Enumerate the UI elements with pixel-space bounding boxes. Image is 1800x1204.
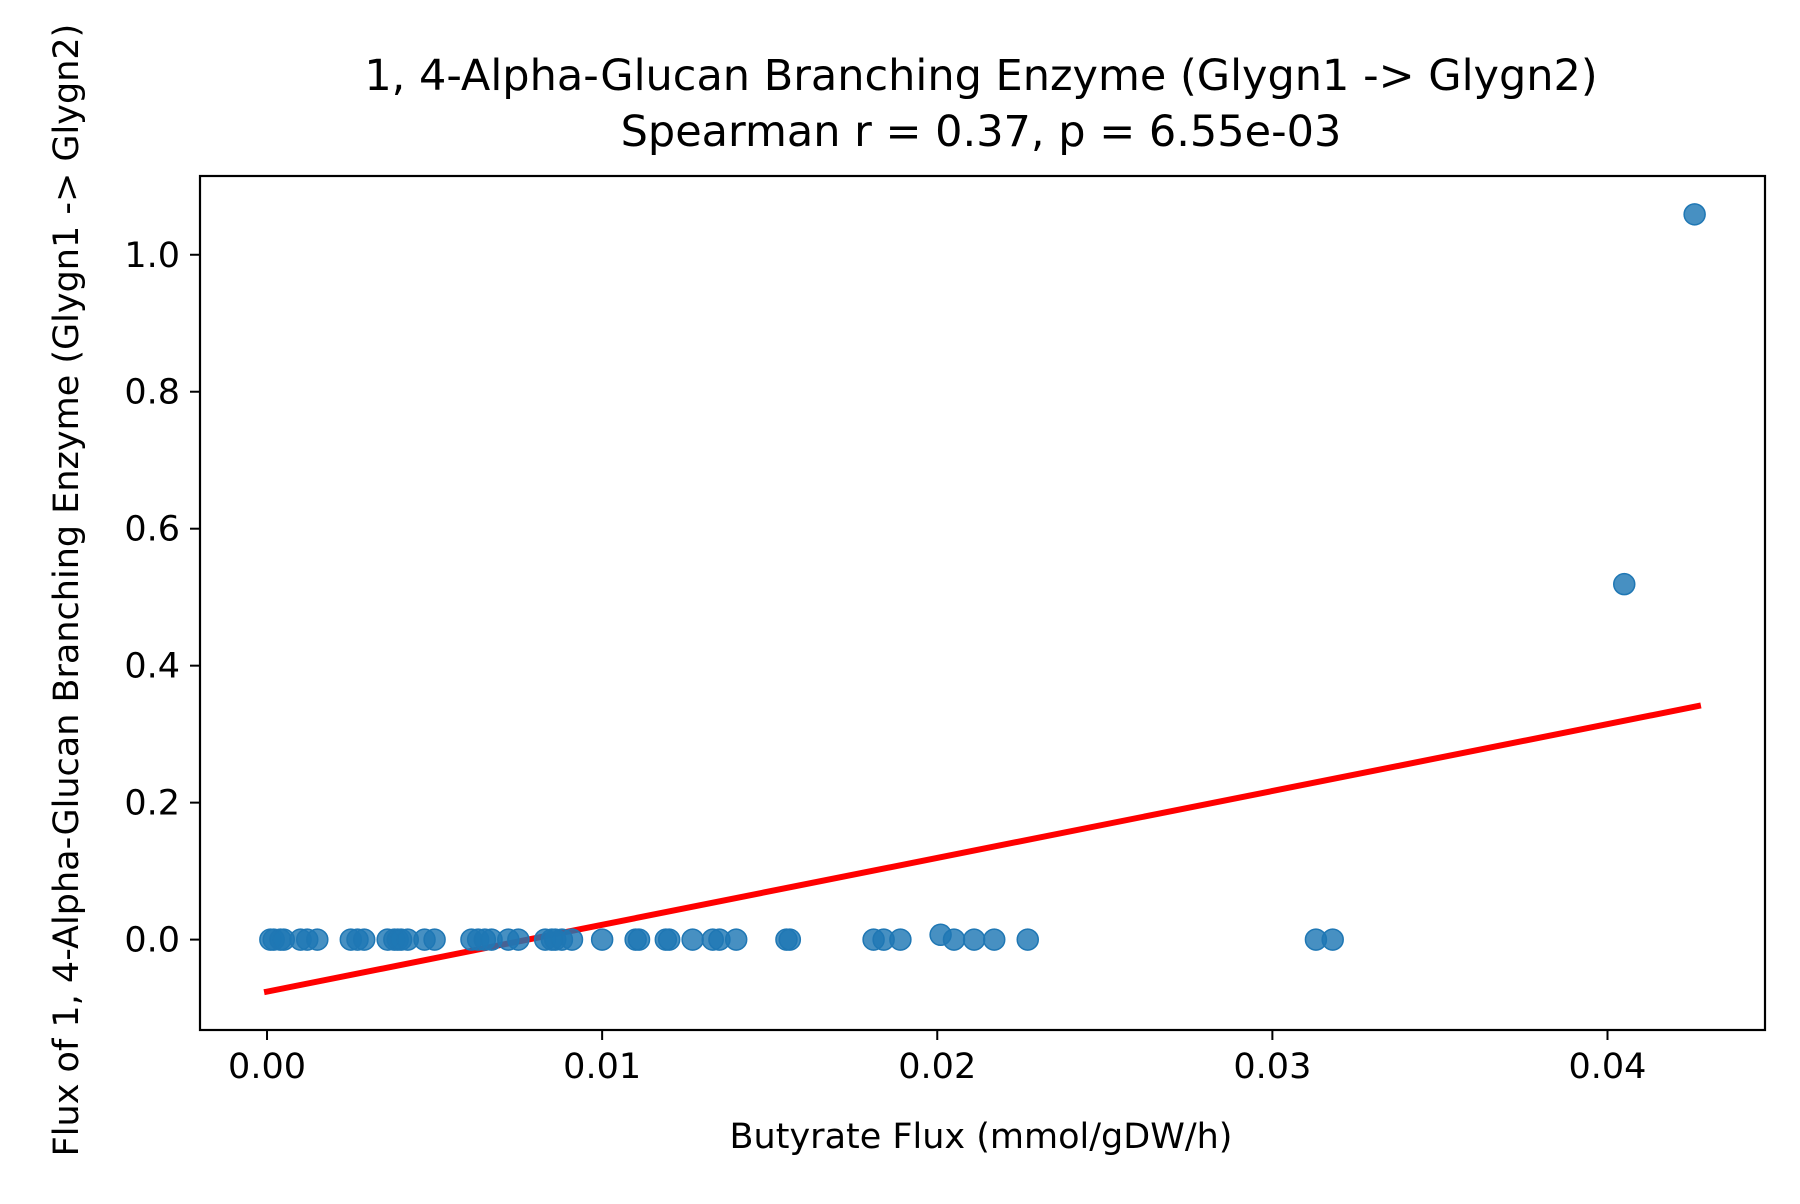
- data-point: [962, 928, 986, 951]
- data-point: [352, 928, 376, 951]
- data-point: [560, 928, 584, 951]
- data-point: [1321, 928, 1344, 951]
- data-point: [590, 928, 614, 951]
- data-point: [982, 928, 1006, 951]
- data-point: [507, 928, 530, 951]
- plot-area: [198, 174, 1767, 1032]
- chart-title: 1, 4-Alpha-Glucan Branching Enzyme (Glyg…: [364, 51, 1597, 101]
- y-axis: 0.0 0.2 0.4 0.6 0.8 1.0: [124, 236, 200, 961]
- data-point: [1016, 928, 1039, 951]
- scatter-points: [259, 203, 1706, 951]
- data-point: [889, 928, 912, 951]
- data-point: [306, 928, 329, 951]
- data-point: [724, 928, 748, 951]
- x-tick-label: 0.02: [898, 1047, 976, 1087]
- y-tick-label: 0.6: [124, 510, 180, 550]
- data-point: [1683, 203, 1706, 226]
- y-tick-label: 0.4: [124, 647, 180, 687]
- data-point: [657, 928, 681, 951]
- y-axis-label: Flux of 1, 4-Alpha-Glucan Branching Enzy…: [47, 24, 87, 1157]
- data-point: [627, 928, 651, 951]
- y-tick-label: 0.2: [124, 784, 180, 824]
- chart-subtitle: Spearman r = 0.37, p = 6.55e-03: [621, 107, 1342, 157]
- data-point: [423, 928, 446, 951]
- x-axis-label: Butyrate Flux (mmol/gDW/h): [730, 1117, 1233, 1157]
- data-point: [1613, 572, 1636, 596]
- x-tick-label: 0.03: [1233, 1047, 1311, 1087]
- y-tick-label: 0.0: [124, 921, 180, 961]
- plot-frame: [198, 174, 1767, 1032]
- x-axis: 0.00 0.01 0.02 0.03 0.04: [228, 1030, 1646, 1087]
- data-point: [942, 928, 966, 951]
- x-tick-label: 0.01: [563, 1047, 641, 1087]
- data-point: [681, 928, 704, 951]
- data-point: [778, 928, 802, 951]
- y-tick-label: 1.0: [124, 236, 180, 276]
- x-tick-label: 0.04: [1569, 1047, 1647, 1087]
- y-tick-label: 0.8: [124, 373, 180, 413]
- x-tick-label: 0.00: [228, 1047, 306, 1087]
